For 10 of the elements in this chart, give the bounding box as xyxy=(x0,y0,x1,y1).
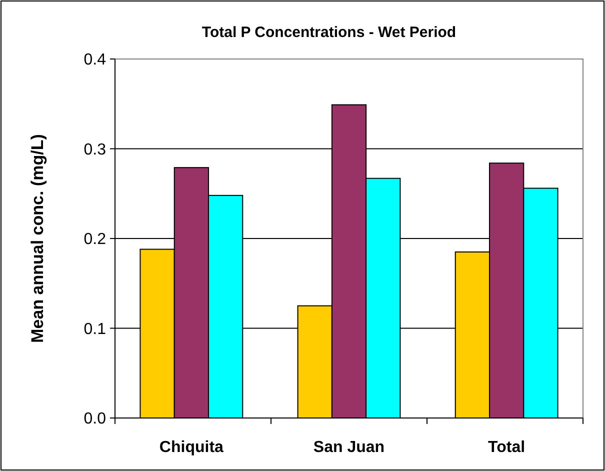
y-tick-label: 0.3 xyxy=(84,141,106,158)
x-tick-label: Chiquita xyxy=(159,439,224,456)
y-tick-label: 0.2 xyxy=(84,231,106,248)
chart-title: Total P Concentrations - Wet Period xyxy=(202,24,456,41)
y-tick-label: 0.4 xyxy=(84,52,106,69)
y-tick-label: 0.1 xyxy=(84,320,106,338)
x-tick-label: San Juan xyxy=(313,439,385,456)
y-tick-label: 0.0 xyxy=(84,410,106,428)
y-axis-title: Mean annual conc. (mg/L) xyxy=(28,134,47,343)
x-tick-label: Total xyxy=(488,439,526,456)
